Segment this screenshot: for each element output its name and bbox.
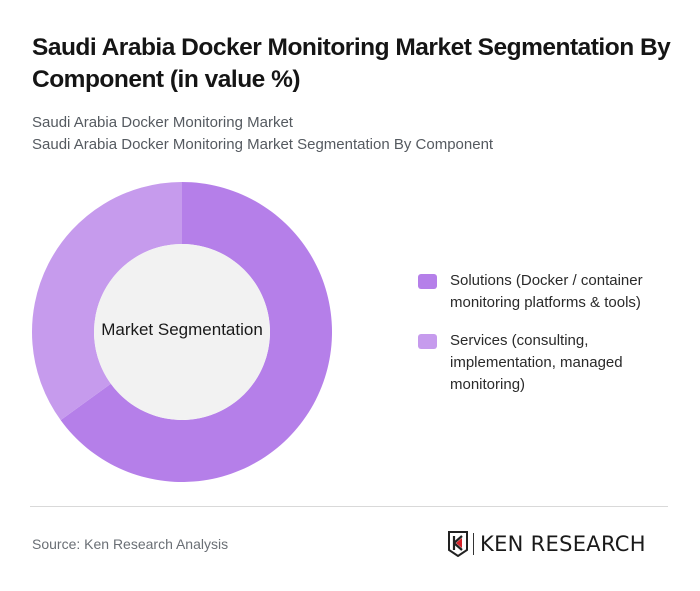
subtitle-line-1: Saudi Arabia Docker Monitoring Market — [32, 114, 293, 131]
donut-hole — [94, 244, 270, 420]
donut-svg — [32, 182, 333, 482]
chart-legend: Solutions (Docker / container monitoring… — [418, 270, 678, 412]
source-note: Source: Ken Research Analysis — [32, 536, 229, 552]
legend-item-services[interactable]: Services (consulting, implementation, ma… — [418, 330, 678, 396]
ken-research-logo: KEN RESEARCH — [447, 530, 646, 558]
legend-swatch-icon — [418, 334, 437, 349]
legend-item-solutions[interactable]: Solutions (Docker / container monitoring… — [418, 270, 678, 314]
donut-slice-0[interactable] — [60, 182, 333, 482]
footer-divider — [30, 506, 668, 507]
donut-slice-1[interactable] — [32, 182, 182, 421]
subtitle-line-2: Saudi Arabia Docker Monitoring Market Se… — [32, 136, 494, 153]
logo-text: KEN RESEARCH — [480, 532, 646, 556]
ken-logo-icon — [448, 531, 468, 557]
legend-label: Solutions (Docker / container monitoring… — [450, 272, 643, 311]
donut-chart: Market Segmentation — [30, 180, 334, 484]
logo-separator — [473, 533, 474, 555]
legend-label: Services (consulting, implementation, ma… — [450, 332, 623, 393]
legend-swatch-icon — [418, 274, 437, 289]
donut-center-label: Market Segmentation — [101, 320, 263, 339]
chart-title: Saudi Arabia Docker Monitoring Market Se… — [32, 34, 671, 93]
chart-subtitle: Saudi Arabia Docker Monitoring Market Sa… — [32, 112, 672, 156]
